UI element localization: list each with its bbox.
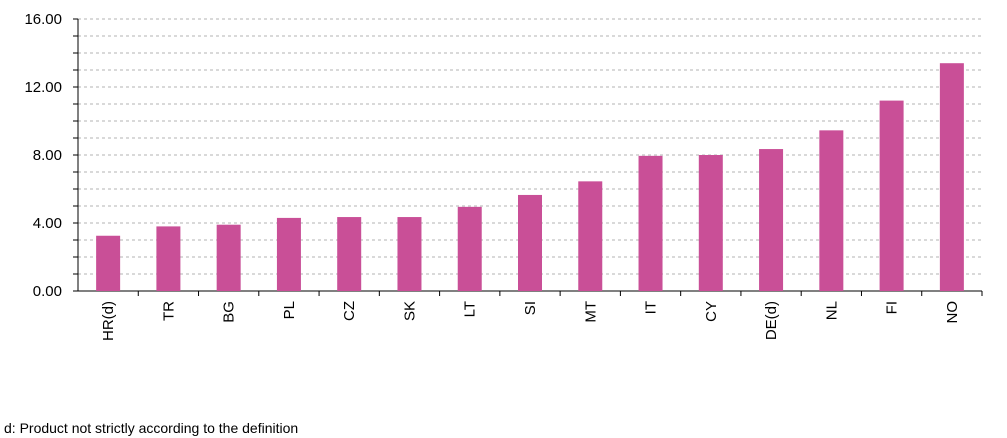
x-tick-label: FI	[884, 301, 901, 314]
bar-no	[939, 63, 964, 292]
x-tick-label: CZ	[341, 301, 358, 321]
bar-nl	[819, 130, 844, 291]
y-tick-label: 8.00	[33, 147, 62, 164]
y-tick-label: 12.00	[24, 79, 62, 96]
x-tick-label: DE(d)	[763, 301, 780, 340]
x-tick-label: HR(d)	[100, 301, 117, 341]
bar-tr	[156, 226, 181, 291]
bar-lt	[457, 206, 482, 291]
bar-si	[518, 194, 542, 291]
bars	[96, 63, 964, 292]
x-tick-label: SK	[401, 301, 418, 321]
bar-it	[638, 155, 663, 291]
y-tick-label: 16.00	[24, 11, 62, 28]
y-tick-label: 4.00	[33, 215, 62, 232]
bar-de-d	[759, 149, 784, 291]
bar-sk	[397, 217, 422, 291]
x-tick-label: TR	[160, 301, 177, 321]
x-tick-label: CY	[703, 301, 720, 322]
bar-fi	[879, 100, 904, 291]
bar-cy	[698, 155, 723, 291]
x-tick-label: SI	[522, 301, 539, 315]
x-tick-label: IT	[643, 301, 660, 314]
bar-hr-d	[96, 235, 121, 291]
x-tick-label: NO	[944, 301, 961, 324]
bar-bg	[216, 224, 241, 291]
x-tick-label: MT	[582, 301, 599, 323]
bar-cz	[337, 217, 362, 291]
x-tick-label: BG	[221, 301, 238, 323]
x-tick-label: PL	[281, 301, 298, 319]
bar-mt	[578, 181, 603, 291]
x-tick-label: NL	[823, 301, 840, 320]
x-tick-label: LT	[462, 301, 479, 317]
bar-pl	[276, 217, 301, 291]
x-tick-labels: HR(d) TR BG PL CZ SK LT SI MT IT CY DE(d) NL FI NO	[100, 301, 961, 341]
y-tick-labels: 0.00 4.00 8.00 12.00 16.00	[24, 11, 62, 300]
footnote: d: Product not strictly according to the…	[4, 420, 299, 436]
y-tick-label: 0.00	[33, 283, 62, 300]
